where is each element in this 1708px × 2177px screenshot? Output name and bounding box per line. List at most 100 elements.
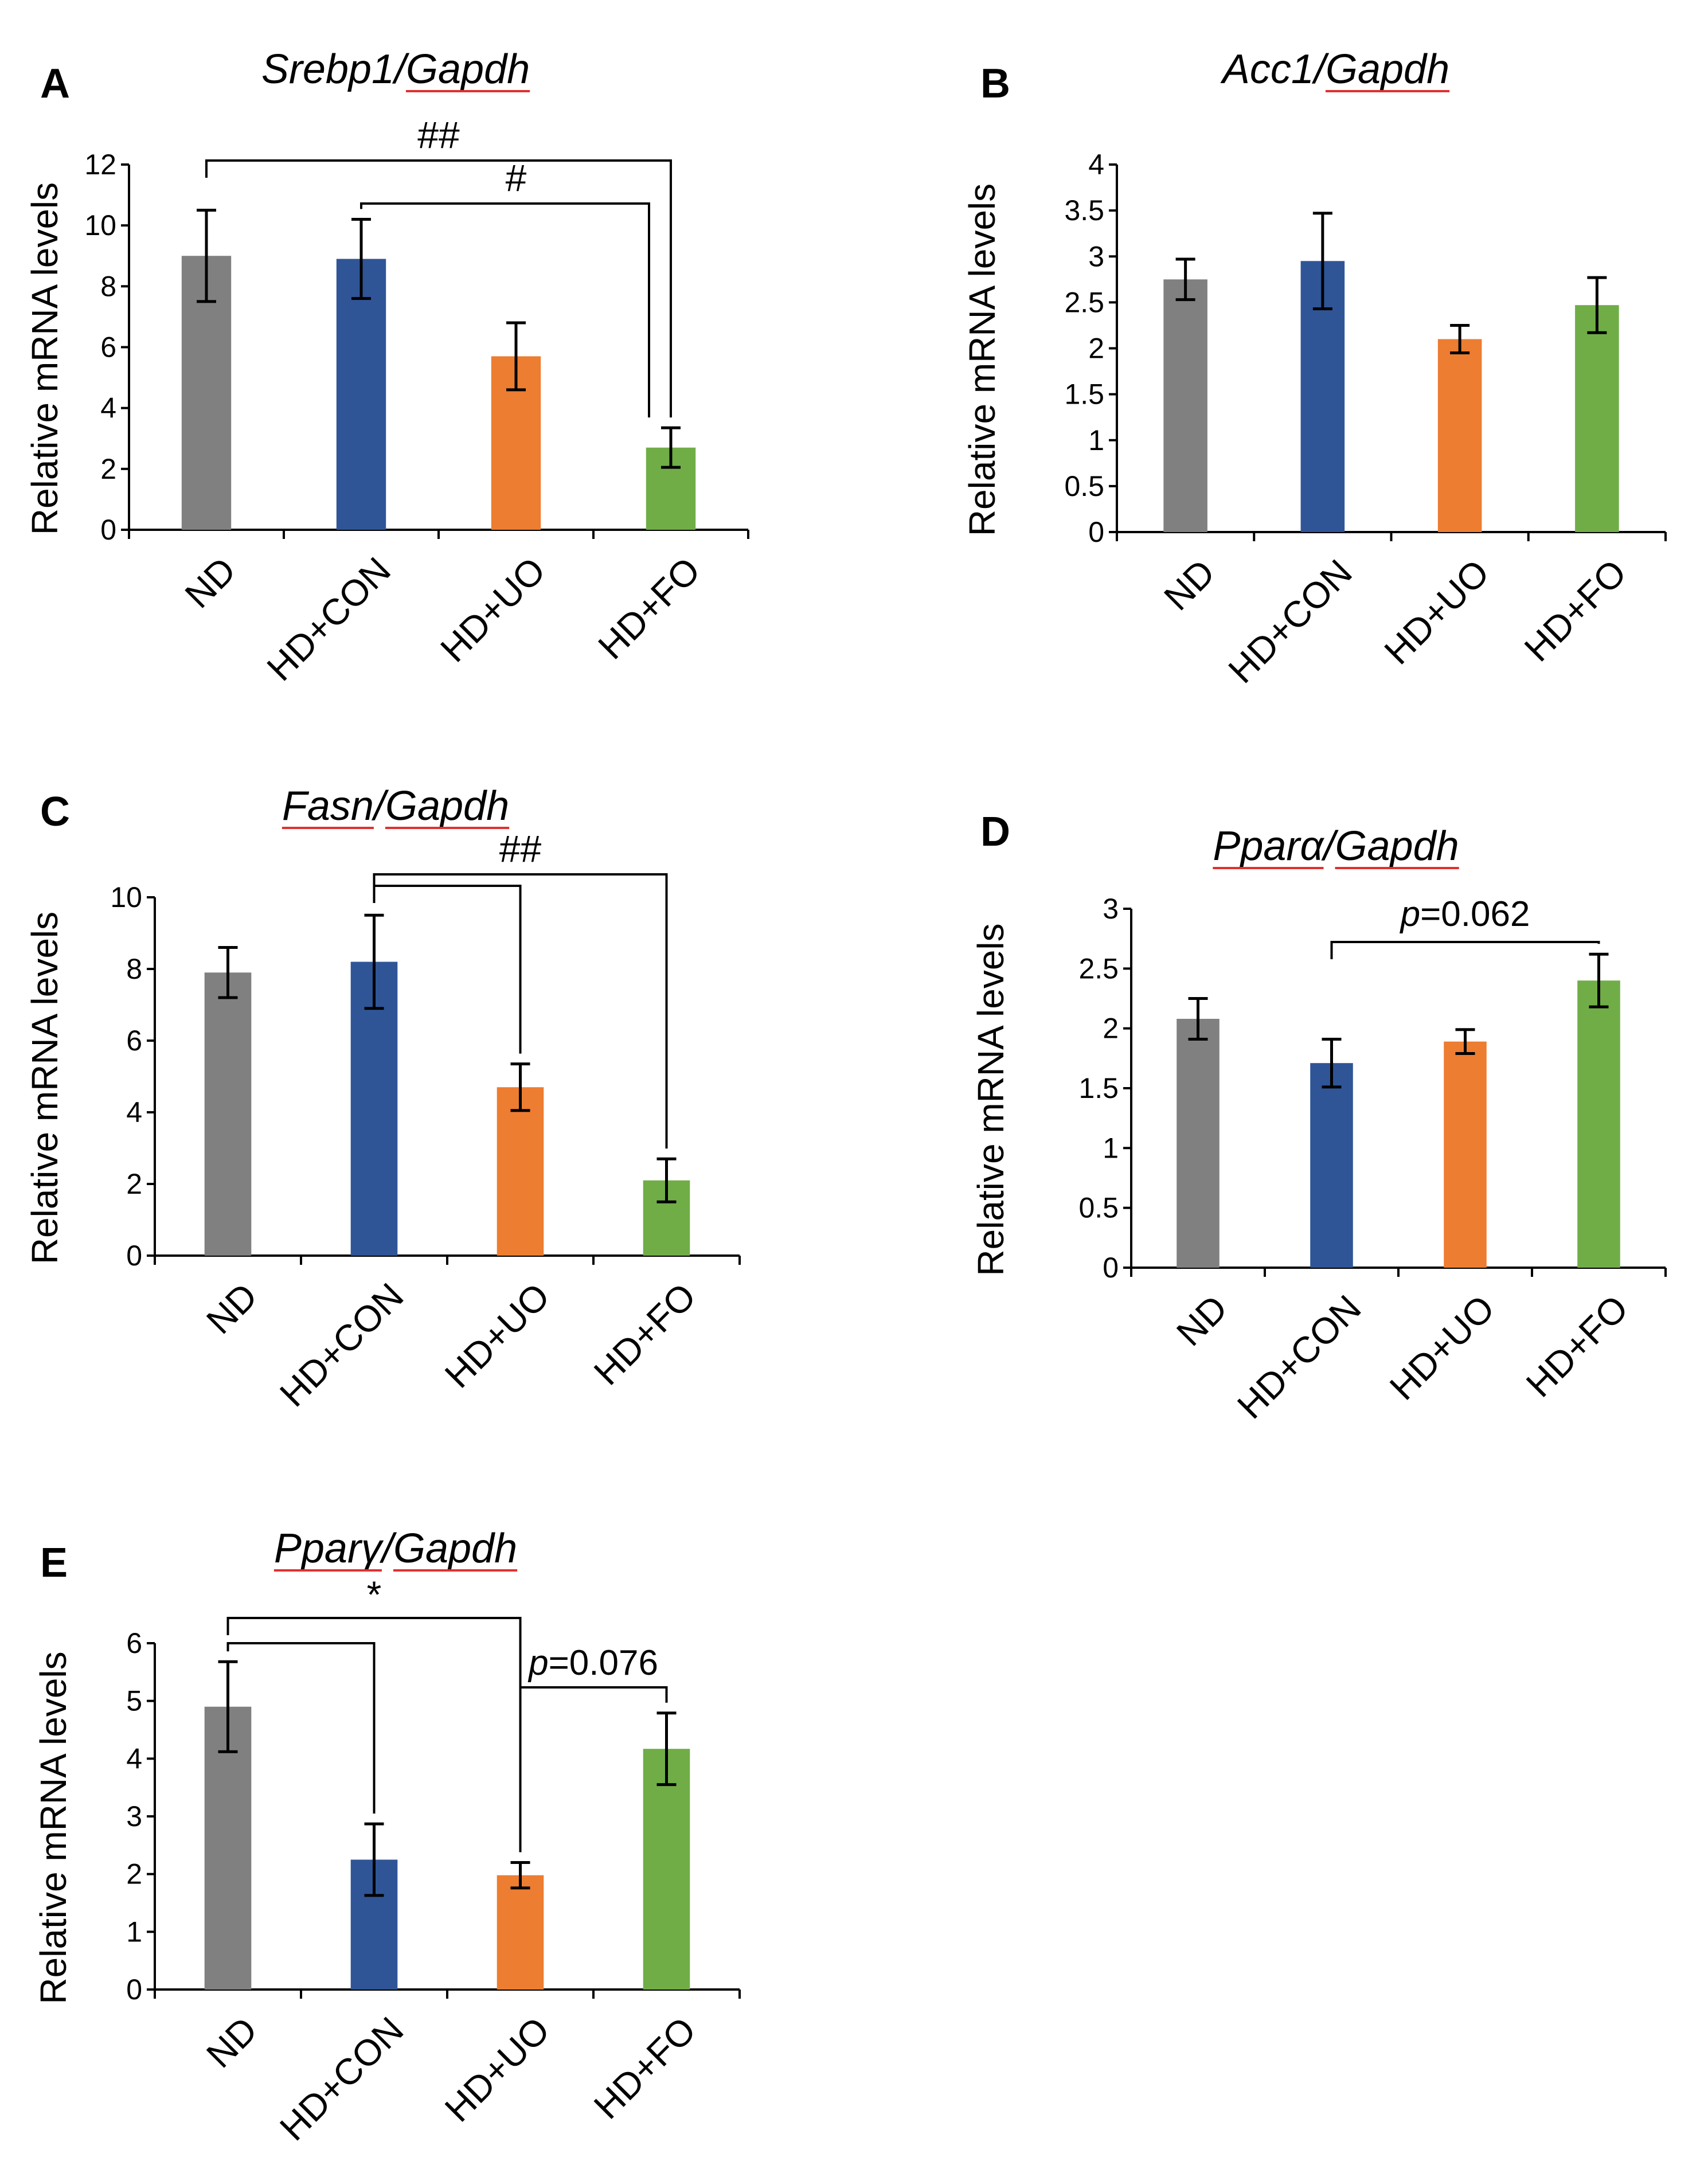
bar [1575,305,1619,532]
y-tick-label: 6 [126,1627,142,1659]
y-tick-label: 0 [1088,516,1104,548]
bar [643,1749,690,1990]
bar [1163,279,1207,532]
bar [204,972,252,1256]
y-tick-label: 2 [1103,1013,1119,1045]
y-tick-label: 0 [1103,1252,1119,1284]
bar [497,1875,544,1990]
p-symbol: p [1400,894,1420,934]
panel-letter: A [40,61,70,107]
x-tick-label: ND [198,1275,265,1342]
y-tick-label: 2 [100,453,116,485]
significance-label: # [506,157,527,199]
significance-bracket [226,1642,376,1814]
y-tick-label: 1 [1088,424,1104,456]
x-tick-label: HD+UO [1376,552,1497,673]
y-tick-label: 12 [84,148,116,181]
title-part: Fasn [282,783,374,829]
x-tick-label: HD+FO [586,2009,704,2127]
title-part: Srebp1 [261,46,394,92]
y-tick-label: 4 [1088,148,1104,181]
y-tick-label: 2 [1088,333,1104,365]
x-tick-label: HD+CON [272,2009,411,2148]
bar [1177,1018,1220,1268]
y-tick-label: 8 [126,953,142,985]
panel-E: E Pparγ/Gapdh Relative mRNA levels 0 1 2 3 4 5 6 N… [33,1526,741,2148]
significance-label: ## [417,114,460,156]
x-tick-label: HD+UO [437,1275,558,1396]
chart-title: Pparγ/Gapdh [274,1526,517,1572]
y-tick-label: 2 [126,1168,142,1200]
bar [336,259,386,530]
significance-bracket [205,159,672,418]
x-tick-label: HD+CON [1221,552,1360,691]
p-symbol: p [527,1643,548,1683]
chart-title: Fasn/Gapdh [282,783,509,829]
significance-bracket [519,1686,668,1705]
x-tick-label: ND [177,549,244,616]
significance-bracket [373,885,522,1054]
title-part: Gapdh [1326,46,1449,92]
y-tick-label: 2.5 [1078,952,1119,984]
y-tick-label: 1 [1103,1132,1119,1164]
panel-D: D Pparα/Gapdh Relative mRNA levels 0 0.5 1 1.5… [970,809,1667,1426]
x-tick-label: HD+FO [590,549,708,667]
y-tick-label: 0.5 [1064,470,1104,502]
y-tick-label: 6 [126,1025,142,1057]
significance-bracket [360,202,650,418]
y-tick-label: 1 [126,1916,142,1948]
chart-title: Acc1/Gapdh [1220,46,1449,92]
p-value: =0.076 [549,1643,658,1683]
title-part: Gapdh [406,46,530,92]
title-part: Gapdh [385,783,509,829]
x-tick-label: HD+FO [1518,1287,1636,1405]
x-tick-label: HD+UO [437,2009,558,2130]
title-part: Pparα [1213,823,1324,869]
y-tick-label: 4 [126,1742,142,1775]
significance-label: ## [499,827,542,870]
bar [350,962,398,1256]
significance-bracket [373,873,668,1149]
title-part: Gapdh [393,1526,517,1572]
y-tick-label: 0 [126,1973,142,2006]
panel-letter: D [980,809,1010,855]
bar [1444,1041,1487,1268]
significance-bracket [226,1617,522,1852]
y-tick-label: 3 [126,1800,142,1832]
y-tick-label: 3.5 [1064,194,1104,226]
x-tick-label: ND [1156,552,1222,618]
x-tick-label: HD+UO [1382,1287,1503,1408]
significance-bracket [1330,941,1600,959]
bar [1437,339,1482,532]
panel-B: B Acc1/Gapdh Relative mRNA levels 0 0.5 1 1.5 2… [962,46,1667,691]
y-tick-label: 4 [100,392,116,424]
panel-letter: C [40,789,70,835]
y-tick-label: 3 [1088,240,1104,272]
y-axis-label: Relative mRNA levels [24,912,65,1264]
x-tick-label: HD+CON [1229,1287,1369,1426]
y-tick-label: 0 [100,514,116,546]
y-tick-label: 3 [1103,893,1119,925]
y-tick-label: 1.5 [1064,378,1104,411]
x-tick-label: ND [198,2009,265,2076]
y-tick-label: 10 [110,881,142,913]
y-axis-label: Relative mRNA levels [970,923,1011,1276]
y-axis-label: Relative mRNA levels [33,1651,74,2004]
x-tick-label: HD+FO [586,1275,704,1393]
x-tick-label: HD+FO [1517,552,1635,670]
panel-letter: E [40,1540,68,1586]
bar [1577,980,1620,1268]
significance-label: p=0.062 [1400,894,1530,934]
y-tick-label: 1.5 [1078,1072,1119,1104]
y-tick-label: 8 [100,270,116,302]
panel-C: C Fasn/Gapdh Relative mRNA levels 0 2 4 6 8 10 ND… [24,783,741,1414]
x-tick-label: HD+CON [259,549,398,689]
y-tick-label: 0.5 [1078,1192,1119,1224]
title-part: Gapdh [1335,823,1459,869]
bar [204,1706,252,1990]
title-part: Pparγ [274,1526,384,1572]
bar [497,1087,544,1256]
y-tick-label: 0 [126,1240,142,1272]
x-tick-label: HD+UO [432,549,553,670]
